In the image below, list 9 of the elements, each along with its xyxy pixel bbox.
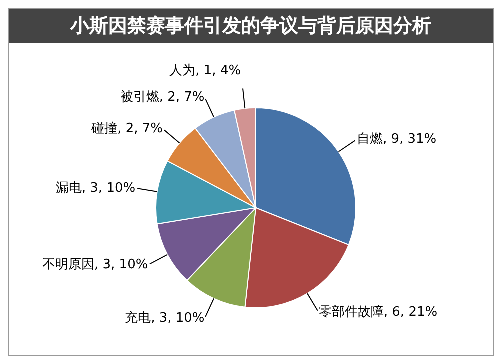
slice-label: 自燃, 9, 31% <box>356 132 437 148</box>
slice-label: 人为, 1, 4% <box>170 63 242 78</box>
chart-title: 小斯因禁赛事件引发的争议与背后原因分析 <box>9 9 493 43</box>
slice-label: 充电, 3, 10% <box>125 311 205 326</box>
slice-label: 被引燃, 2, 7% <box>120 90 205 105</box>
slice-label: 碰撞, 2, 7% <box>90 122 164 137</box>
slice-label: 零部件故障, 6, 21% <box>318 305 438 320</box>
slice-label: 漏电, 3, 10% <box>56 180 136 196</box>
slice-label: 不明原因, 3, 10% <box>42 258 148 273</box>
